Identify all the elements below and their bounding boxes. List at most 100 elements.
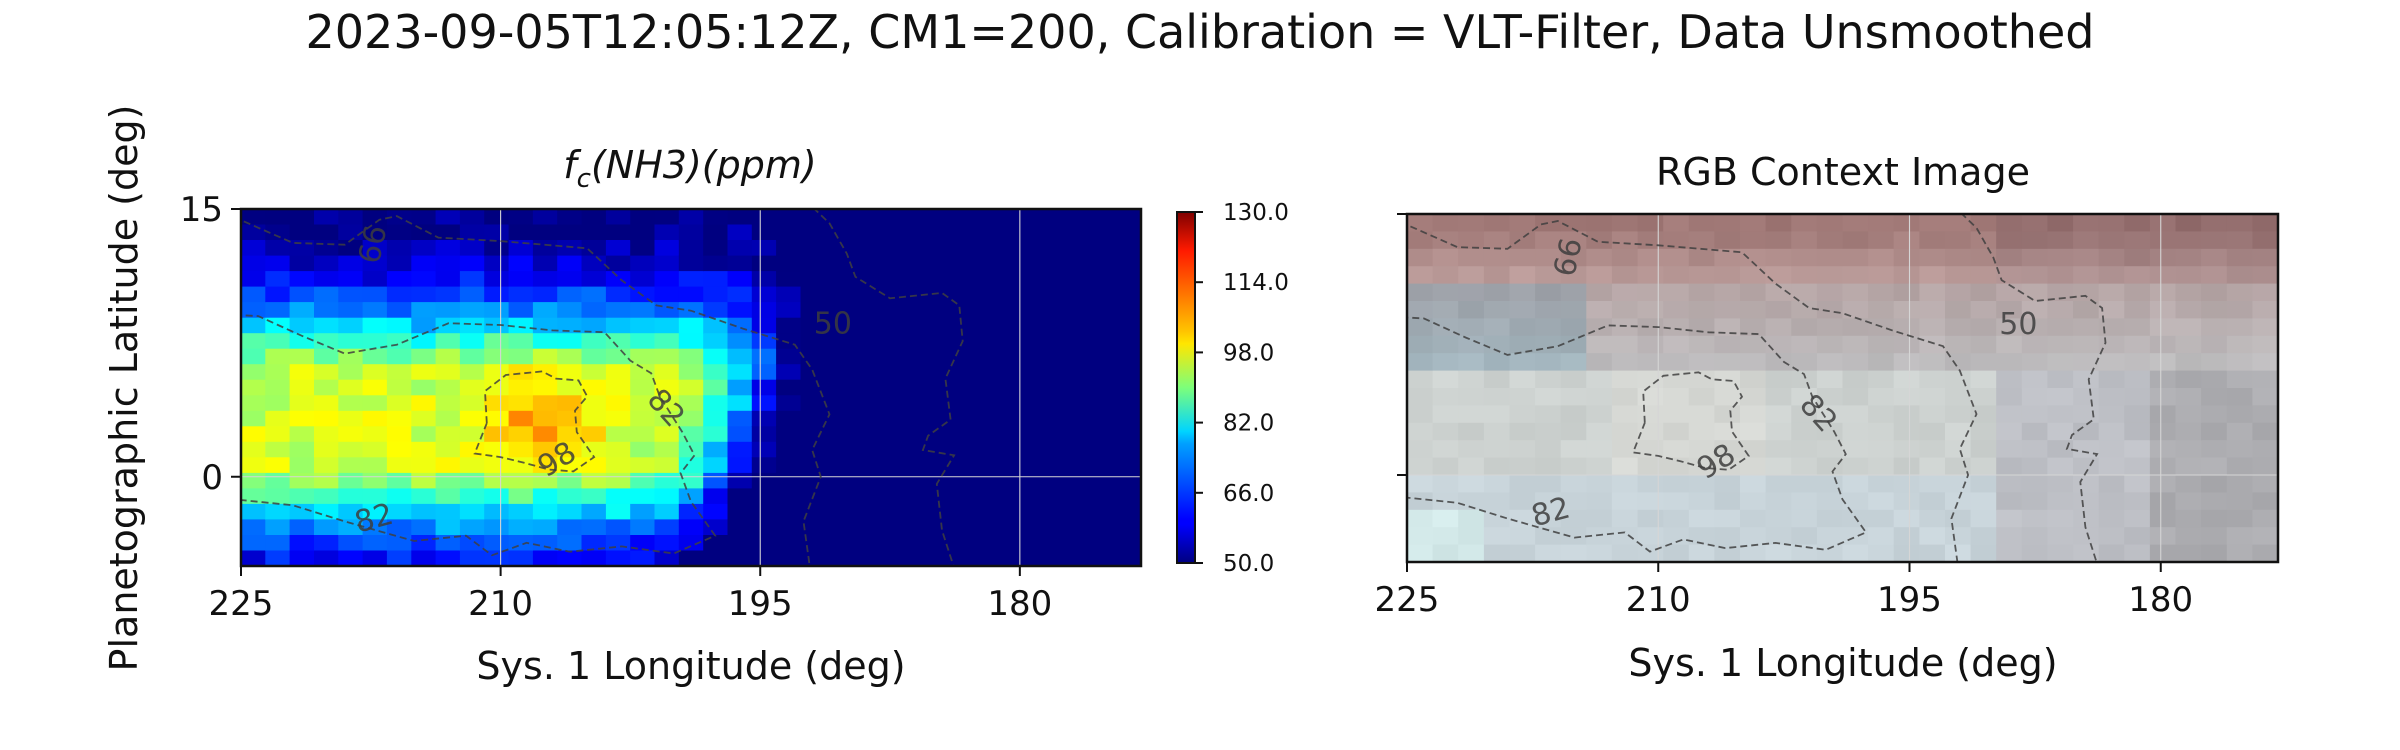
- rgb-cell: [2098, 388, 2125, 406]
- rgb-cell: [1663, 544, 1690, 562]
- heatmap-cell: [970, 503, 996, 520]
- heatmap-cell: [776, 519, 801, 536]
- heatmap-cell: [241, 379, 266, 396]
- rgb-cell: [1945, 388, 1972, 406]
- rgb-cell: [1791, 440, 1818, 459]
- heatmap-cell: [897, 348, 923, 365]
- heatmap-cell: [289, 441, 315, 458]
- rgb-cell: [1688, 283, 1715, 302]
- heatmap-cell: [849, 364, 874, 381]
- heatmap-cell: [849, 333, 874, 350]
- heatmap-cell: [678, 410, 704, 427]
- rgb-cell: [2226, 388, 2253, 406]
- rgb-cell: [2098, 283, 2125, 302]
- rgb-cell: [1483, 527, 1511, 546]
- rgb-cell: [2073, 422, 2100, 441]
- rgb-cell: [2201, 335, 2228, 354]
- heatmap-cell: [435, 224, 461, 241]
- heatmap-cell: [362, 271, 388, 288]
- heatmap-cell: [1092, 286, 1118, 303]
- heatmap-cell: [751, 535, 777, 552]
- rgb-cell: [1996, 527, 2023, 546]
- rgb-cell: [2124, 405, 2151, 424]
- heatmap-cell: [265, 348, 291, 365]
- heatmap-cell: [484, 240, 510, 257]
- heatmap-cell: [654, 550, 680, 566]
- heatmap-cell: [1116, 333, 1141, 350]
- heatmap-cell: [897, 441, 923, 458]
- rgb-cell: [1945, 509, 1972, 528]
- rgb-cell: [1509, 475, 1536, 493]
- rgb-cell: [1996, 301, 2023, 319]
- heatmap-cell: [459, 333, 485, 350]
- rgb-cell: [1996, 231, 2023, 250]
- heatmap-cell: [265, 457, 291, 474]
- rgb-cell: [1765, 318, 1792, 337]
- rgb-cell: [1483, 335, 1511, 354]
- heatmap-cell: [946, 519, 972, 536]
- heatmap-cell: [1092, 379, 1118, 396]
- heatmap-cell: [289, 271, 315, 288]
- rgb-cell: [2175, 318, 2202, 337]
- heatmap-cell: [314, 395, 339, 412]
- heatmap-cell: [873, 364, 899, 381]
- heatmap-cell: [703, 348, 729, 365]
- ammonia-title-sub: c: [577, 164, 591, 194]
- colorbar-tick-label: 130.0: [1223, 200, 1289, 226]
- heatmap-cell: [1068, 379, 1093, 396]
- heatmap-cell: [557, 209, 583, 226]
- rgb-cell: [1996, 370, 2023, 389]
- rgb-cell: [2073, 231, 2100, 250]
- heatmap-cell: [459, 286, 485, 303]
- heatmap-cell: [654, 503, 680, 520]
- heatmap-cell: [435, 317, 461, 334]
- rgb-cell: [1740, 283, 1767, 302]
- heatmap-cell: [922, 317, 947, 334]
- rgb-cell: [1611, 492, 1639, 511]
- rgb-cell: [1970, 422, 1997, 441]
- rgb-cell: [1432, 440, 1459, 459]
- heatmap-cell: [1068, 333, 1093, 350]
- rgb-cell: [2047, 283, 2074, 302]
- heatmap-cell: [532, 209, 558, 226]
- rgb-cell: [2149, 318, 2177, 337]
- rgb-cell: [1509, 283, 1536, 302]
- heatmap-cell: [995, 317, 1020, 334]
- heatmap-cell: [970, 271, 996, 288]
- rgb-cell: [1688, 301, 1715, 319]
- rgb-cell: [1483, 301, 1511, 319]
- rgb-cell: [1586, 388, 1613, 406]
- heatmap-cell: [508, 519, 534, 536]
- rgb-cell: [2124, 353, 2151, 372]
- rgb-cell: [1535, 214, 1562, 232]
- rgb-cell: [1919, 266, 1946, 285]
- heatmap-cell: [314, 364, 339, 381]
- rgb-cell: [2021, 475, 2048, 493]
- heatmap-cell: [1092, 240, 1118, 257]
- heatmap-cell: [532, 379, 558, 396]
- heatmap-cell: [289, 364, 315, 381]
- rgb-cell: [1688, 422, 1715, 441]
- heatmap-cell: [265, 271, 291, 288]
- rgb-cell: [2073, 492, 2100, 511]
- rgb-cell: [1432, 335, 1459, 354]
- rgb-cell: [1458, 266, 1485, 285]
- rgb-cell: [1714, 527, 1741, 546]
- rgb-cell: [1637, 405, 1664, 424]
- rgb-cell: [1688, 214, 1715, 232]
- heatmap-cell: [484, 535, 510, 552]
- heatmap-cell: [459, 426, 485, 443]
- heatmap-cell: [849, 379, 874, 396]
- rgb-cell: [2124, 370, 2151, 389]
- heatmap-cell: [484, 317, 510, 334]
- rgb-cell: [1637, 509, 1664, 528]
- ammonia-x-axis-label: Sys. 1 Longitude (deg): [476, 644, 905, 688]
- rgb-cell: [1714, 301, 1741, 319]
- heatmap-cell: [776, 488, 801, 505]
- rgb-cell: [2124, 283, 2151, 302]
- rgb-panel-title: RGB Context Image: [1656, 150, 2030, 194]
- rgb-cell: [1560, 318, 1587, 337]
- rgb-cell: [2021, 388, 2048, 406]
- rgb-cell: [1868, 266, 1895, 285]
- rgb-cell: [1483, 509, 1511, 528]
